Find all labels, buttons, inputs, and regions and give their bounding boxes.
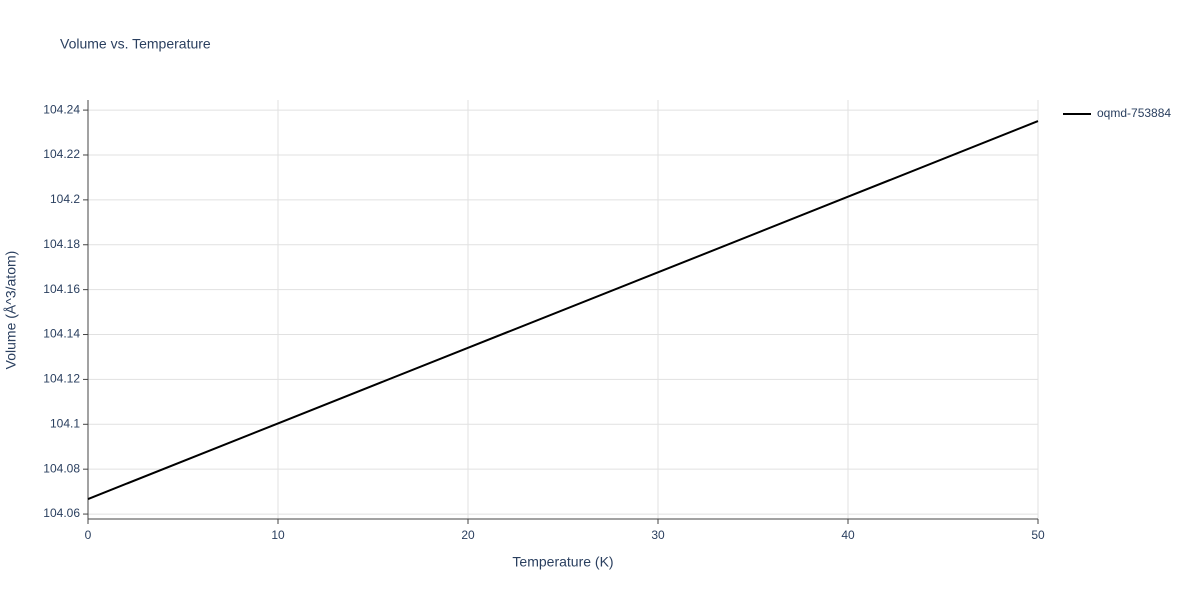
y-tick-label: 104.14	[43, 327, 80, 341]
x-tick-label: 0	[85, 528, 92, 542]
x-tick-label: 20	[461, 528, 475, 542]
y-tick-label: 104.1	[50, 416, 80, 430]
y-tick-label: 104.24	[43, 102, 80, 116]
y-tick-label: 104.2	[50, 192, 80, 206]
y-tick-label: 104.16	[43, 282, 80, 296]
data-line	[87, 120, 1039, 500]
y-axis-title: Volume (Å^3/atom)	[3, 251, 19, 370]
x-axis-title: Temperature (K)	[512, 554, 613, 570]
y-tick-label: 104.22	[43, 147, 80, 161]
x-tick-label: 40	[841, 528, 855, 542]
y-tick-label: 104.06	[43, 506, 80, 520]
y-tick-label: 104.18	[43, 237, 80, 251]
x-tick-label: 30	[651, 528, 665, 542]
legend-label: oqmd-753884	[1097, 106, 1171, 120]
chart-title: Volume vs. Temperature	[60, 36, 211, 52]
x-tick-label: 50	[1031, 528, 1045, 542]
x-tick-label: 10	[271, 528, 285, 542]
y-tick-label: 104.08	[43, 461, 80, 475]
y-tick-label: 104.12	[43, 372, 80, 386]
